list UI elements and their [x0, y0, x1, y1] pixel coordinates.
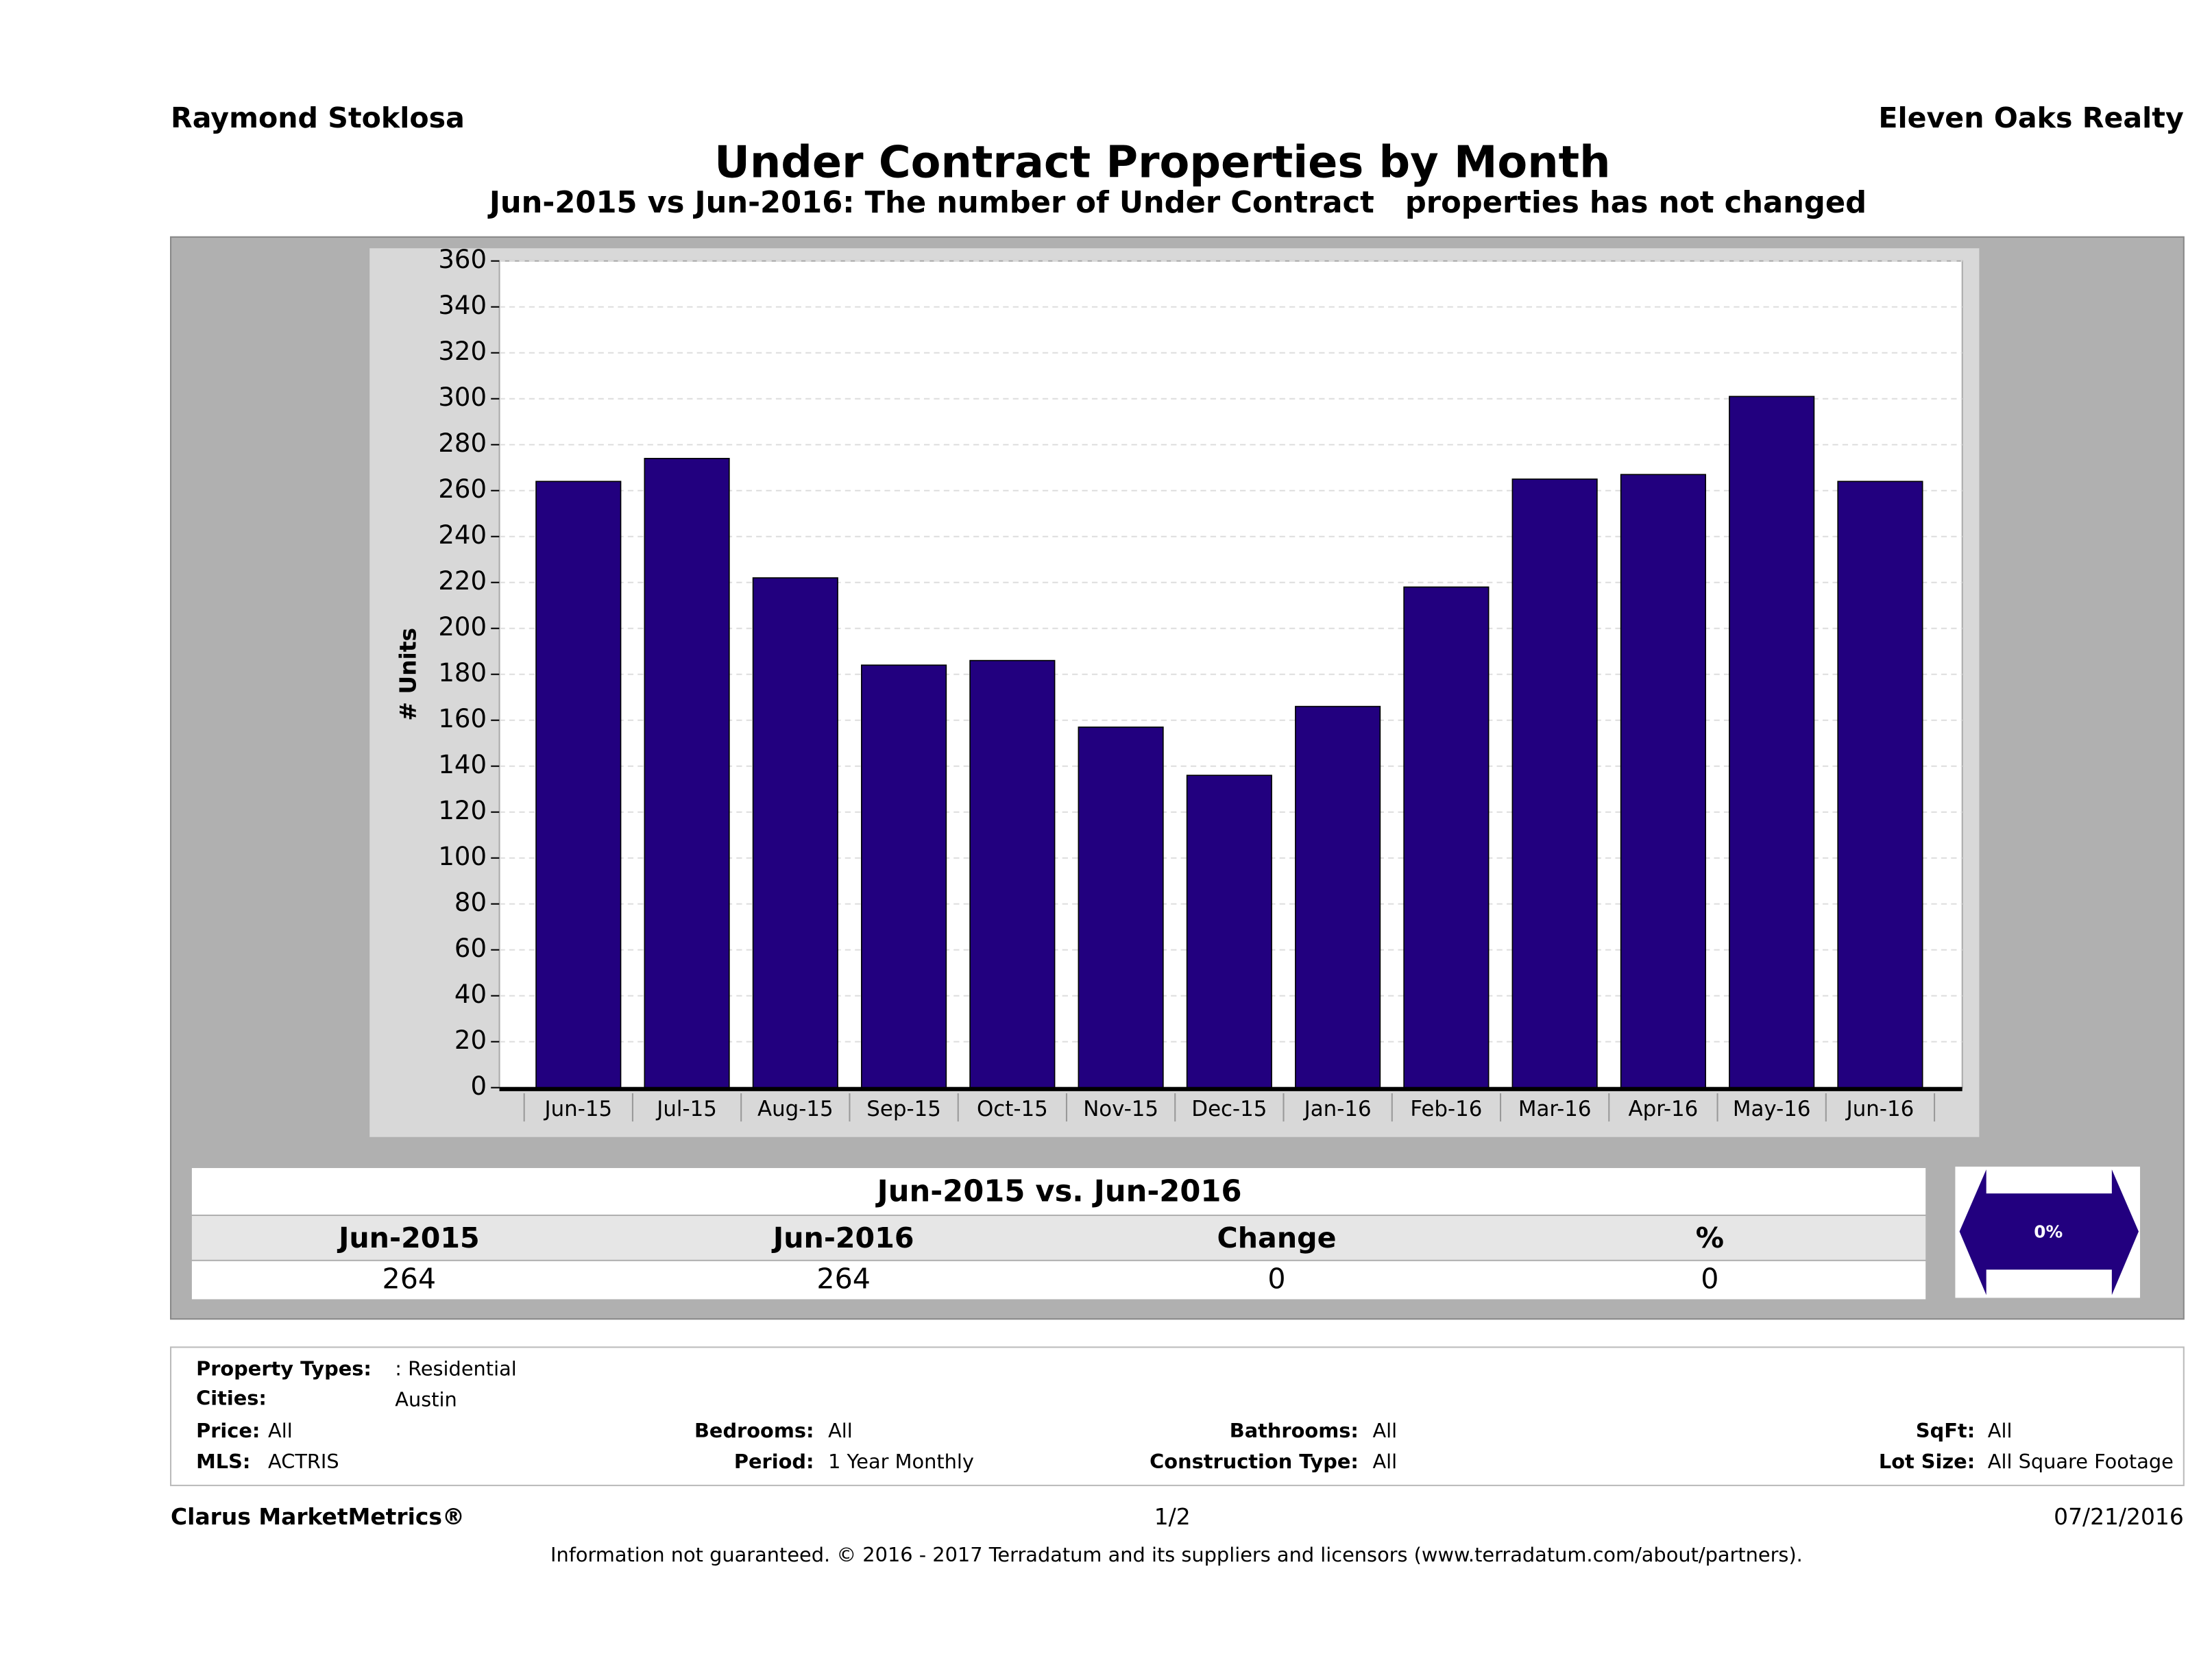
bar	[1729, 396, 1815, 1089]
x-tick-label: May-16	[1733, 1097, 1811, 1121]
y-tick-label: 300	[438, 382, 487, 412]
filter-value: All	[268, 1419, 293, 1442]
summary-value: 0	[1701, 1263, 1718, 1296]
bar	[1511, 478, 1598, 1089]
summary-value: 264	[816, 1263, 871, 1296]
y-tick-label: 320	[438, 337, 487, 366]
footer-date: 07/21/2016	[2054, 1503, 2184, 1530]
y-tick-label: 220	[438, 566, 487, 596]
footer-page: 1/2	[1154, 1503, 1191, 1530]
y-tick-label: 240	[438, 520, 487, 550]
y-tick-label: 200	[438, 612, 487, 642]
filter-value: : Residential	[395, 1357, 516, 1380]
x-tick-label: Jan-16	[1303, 1097, 1372, 1121]
summary-value: 264	[382, 1263, 437, 1296]
agent-name: Raymond Stoklosa	[171, 101, 465, 134]
summary-value: 0	[1267, 1263, 1285, 1296]
y-tick-label: 340	[438, 291, 487, 320]
filter-value: All	[828, 1419, 853, 1442]
summary-header: Jun-2016	[771, 1221, 914, 1254]
chart-subtitle: Jun-2015 vs Jun-2016: The number of Unde…	[487, 186, 1867, 220]
y-tick-label: 40	[454, 980, 487, 1009]
filter-value: All	[1372, 1419, 1397, 1442]
filter-label: Bedrooms:	[694, 1419, 814, 1442]
bar	[1295, 705, 1381, 1089]
summary-value-row	[191, 1261, 1926, 1300]
x-tick-label: Jun-15	[543, 1097, 612, 1121]
summary-header-row	[191, 1216, 1926, 1260]
summary-title-row	[191, 1168, 1926, 1215]
x-tick-label: Mar-16	[1518, 1097, 1592, 1121]
y-tick-label: 160	[438, 704, 487, 733]
change-arrow	[1959, 1169, 2139, 1296]
x-tick-label: Apr-16	[1628, 1097, 1698, 1121]
x-tick-label: Dec-15	[1191, 1097, 1267, 1121]
filter-label: Cities:	[196, 1387, 267, 1410]
filter-value: All	[1372, 1450, 1397, 1473]
y-tick-label: 260	[438, 474, 487, 504]
bar	[861, 664, 947, 1089]
filter-value: All	[1988, 1419, 2013, 1442]
y-axis-label: # Units	[394, 628, 421, 721]
x-tick-label: Oct-15	[977, 1097, 1048, 1121]
filter-label: SqFt:	[1916, 1419, 1975, 1442]
x-tick-label: Sep-15	[866, 1097, 941, 1121]
filter-label: Period:	[734, 1450, 814, 1473]
footer-disclaimer: Information not guaranteed. © 2016 - 201…	[550, 1543, 1803, 1566]
filters-box	[170, 1346, 2185, 1487]
y-tick-label: 80	[454, 888, 487, 917]
change-badge: 0%	[2034, 1222, 2063, 1242]
y-tick-label: 140	[438, 750, 487, 779]
filter-label: Property Types:	[196, 1357, 372, 1380]
y-tick-label: 360	[438, 245, 487, 274]
filter-label: Bathrooms:	[1230, 1419, 1359, 1442]
bar	[1078, 726, 1164, 1089]
summary-header: Jun-2015	[337, 1221, 480, 1254]
y-tick-label: 100	[438, 842, 487, 871]
y-tick-label: 180	[438, 658, 487, 688]
y-tick-label: 20	[454, 1025, 487, 1055]
y-tick-label: 60	[454, 934, 487, 963]
bar	[1186, 775, 1272, 1089]
filter-value: All Square Footage	[1988, 1450, 2174, 1473]
summary-header: %	[1696, 1221, 1724, 1254]
bar	[535, 481, 622, 1089]
x-tick-label: Feb-16	[1410, 1097, 1482, 1121]
y-tick-label: 120	[438, 796, 487, 825]
x-tick-label: Nov-15	[1083, 1097, 1158, 1121]
bar	[1837, 481, 1923, 1089]
bar	[1620, 474, 1706, 1089]
bar	[644, 458, 730, 1089]
filter-label: Lot Size:	[1879, 1450, 1975, 1473]
bar	[752, 577, 838, 1089]
footer-brand: Clarus MarketMetrics®	[171, 1503, 465, 1530]
filter-label: Construction Type:	[1150, 1450, 1359, 1473]
summary-title: Jun-2015 vs. Jun-2016	[875, 1175, 1242, 1209]
company-name: Eleven Oaks Realty	[1878, 101, 2184, 134]
filter-value: ACTRIS	[268, 1450, 339, 1473]
x-tick-label: Jun-16	[1845, 1097, 1915, 1121]
bar	[1403, 586, 1490, 1089]
filter-value: 1 Year Monthly	[828, 1450, 974, 1473]
summary-header: Change	[1217, 1221, 1337, 1254]
filter-label: MLS:	[196, 1450, 250, 1473]
bar	[969, 659, 1056, 1089]
filter-label: Price:	[196, 1419, 260, 1442]
x-tick-label: Aug-15	[757, 1097, 834, 1121]
y-tick-label: 0	[470, 1071, 487, 1101]
x-tick-label: Jul-15	[655, 1097, 717, 1121]
filter-value: Austin	[395, 1388, 457, 1411]
y-tick-label: 280	[438, 428, 487, 458]
chart-title: Under Contract Properties by Month	[714, 137, 1611, 188]
